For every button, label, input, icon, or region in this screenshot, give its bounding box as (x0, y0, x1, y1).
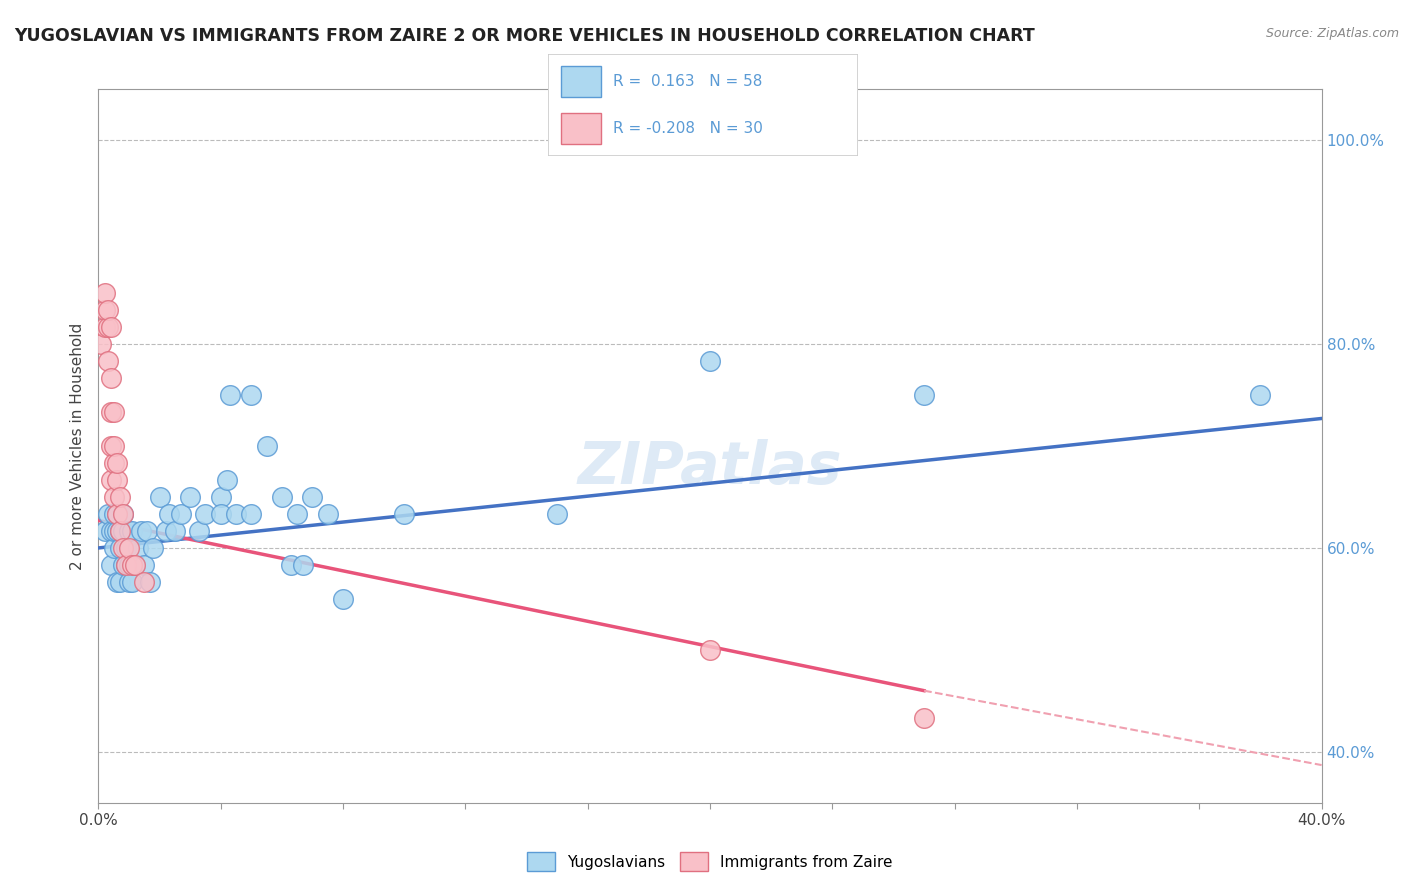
Point (111, 508, 134, 522)
Point (108, 574, 131, 589)
Point (170, 508, 193, 522)
Point (285, 508, 308, 522)
Point (316, 508, 339, 522)
Point (699, 643, 721, 657)
Point (100, 473, 122, 487)
Point (699, 354, 721, 368)
Point (209, 490, 232, 504)
Point (392, 508, 416, 522)
FancyBboxPatch shape (561, 113, 600, 144)
Point (127, 541, 149, 555)
Point (111, 524, 134, 538)
Point (912, 388, 935, 402)
Point (912, 711, 935, 725)
Point (209, 508, 232, 522)
Point (118, 524, 141, 538)
Point (103, 439, 125, 453)
Point (256, 439, 278, 453)
Point (111, 508, 134, 522)
Point (332, 591, 354, 606)
Point (108, 524, 131, 538)
Point (103, 456, 125, 470)
Text: YUGOSLAVIAN VS IMMIGRANTS FROM ZAIRE 2 OR MORE VEHICLES IN HOUSEHOLD CORRELATION: YUGOSLAVIAN VS IMMIGRANTS FROM ZAIRE 2 O… (14, 27, 1035, 45)
Point (124, 558, 146, 573)
Legend: Yugoslavians, Immigrants from Zaire: Yugoslavians, Immigrants from Zaire (522, 847, 898, 877)
FancyBboxPatch shape (561, 66, 600, 96)
Point (103, 541, 125, 555)
Point (546, 508, 568, 522)
Point (93, 303, 115, 318)
Point (136, 524, 159, 538)
Point (118, 541, 141, 555)
Point (240, 388, 263, 402)
Y-axis label: 2 or more Vehicles in Household: 2 or more Vehicles in Household (70, 322, 86, 570)
Point (121, 558, 143, 573)
FancyBboxPatch shape (548, 54, 858, 156)
Point (215, 473, 238, 487)
Text: ZIPatlas: ZIPatlas (578, 439, 842, 496)
Point (100, 558, 122, 573)
Point (108, 541, 131, 555)
Point (103, 508, 125, 522)
Point (100, 439, 122, 453)
Point (100, 405, 122, 419)
Point (105, 574, 128, 589)
Text: R =  0.163   N = 58: R = 0.163 N = 58 (613, 74, 762, 88)
Point (100, 319, 122, 334)
Point (163, 524, 186, 538)
Point (134, 558, 156, 573)
Point (179, 490, 201, 504)
Point (155, 524, 177, 538)
Point (105, 456, 128, 470)
Point (121, 574, 143, 589)
Point (97, 303, 120, 318)
Point (142, 541, 165, 555)
Point (118, 574, 141, 589)
Point (270, 490, 292, 504)
Point (93, 286, 115, 301)
Point (105, 508, 128, 522)
Point (134, 574, 156, 589)
Point (240, 508, 263, 522)
Point (103, 405, 125, 419)
Point (103, 490, 125, 504)
Point (97, 508, 120, 522)
Point (93, 319, 115, 334)
Point (103, 524, 125, 538)
Point (219, 388, 242, 402)
Point (97, 319, 120, 334)
Point (194, 508, 217, 522)
Point (280, 558, 302, 573)
Point (129, 524, 152, 538)
Point (90, 337, 112, 351)
Point (108, 490, 131, 504)
Point (121, 524, 143, 538)
Point (292, 558, 315, 573)
Text: Source: ZipAtlas.com: Source: ZipAtlas.com (1265, 27, 1399, 40)
Point (118, 558, 141, 573)
Point (93, 524, 115, 538)
Point (108, 524, 131, 538)
Point (105, 508, 128, 522)
Point (1249, 388, 1271, 402)
Point (124, 558, 146, 573)
Point (115, 558, 138, 573)
Point (105, 473, 128, 487)
Point (188, 524, 211, 538)
Point (115, 541, 138, 555)
Point (111, 541, 134, 555)
Point (111, 558, 134, 573)
Point (139, 574, 162, 589)
Point (149, 490, 172, 504)
Point (100, 524, 122, 538)
Point (157, 508, 180, 522)
Point (100, 370, 122, 384)
Point (105, 524, 128, 538)
Text: R = -0.208   N = 30: R = -0.208 N = 30 (613, 121, 763, 136)
Point (225, 508, 247, 522)
Point (301, 490, 323, 504)
Point (97, 354, 120, 368)
Point (115, 558, 138, 573)
